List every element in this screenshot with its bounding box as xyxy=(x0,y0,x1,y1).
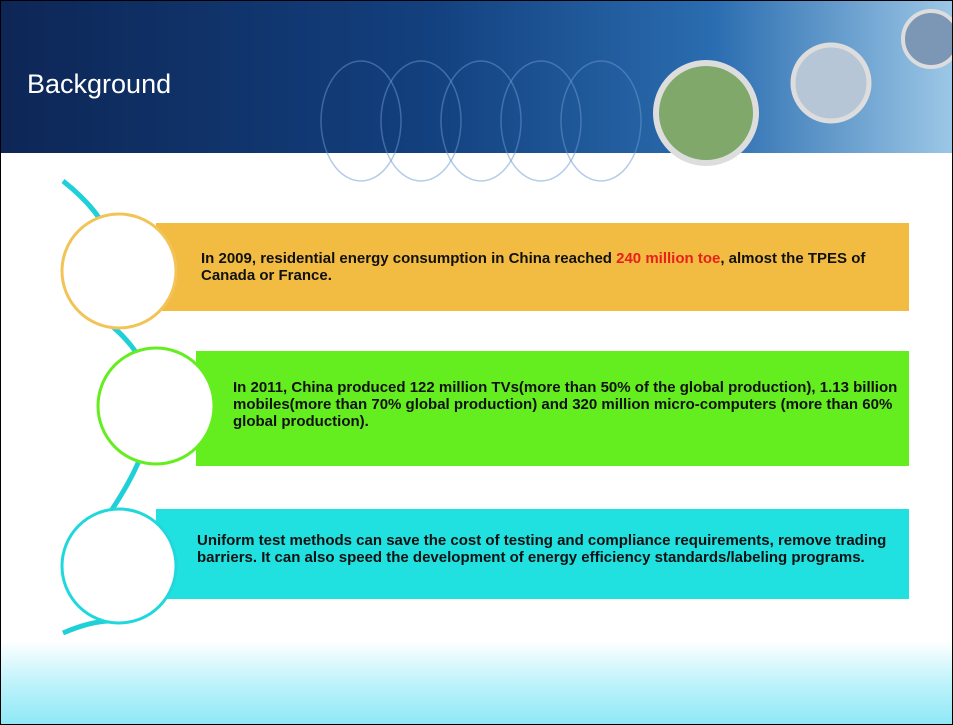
item-text: Uniform test methods can save the cost o… xyxy=(197,513,903,585)
text: Uniform test methods can save the cost o… xyxy=(197,532,903,566)
slide: Background In 2009, residential energy c… xyxy=(0,0,953,725)
text: In 2011, China produced 122 million TVs(… xyxy=(233,379,903,430)
slide-title: Background xyxy=(27,69,171,100)
item-text: In 2011, China produced 122 million TVs(… xyxy=(233,359,903,449)
highlight: 240 million toe xyxy=(616,250,720,267)
item-text: In 2009, residential energy consumption … xyxy=(201,231,901,303)
text: In 2009, residential energy consumption … xyxy=(201,250,616,267)
